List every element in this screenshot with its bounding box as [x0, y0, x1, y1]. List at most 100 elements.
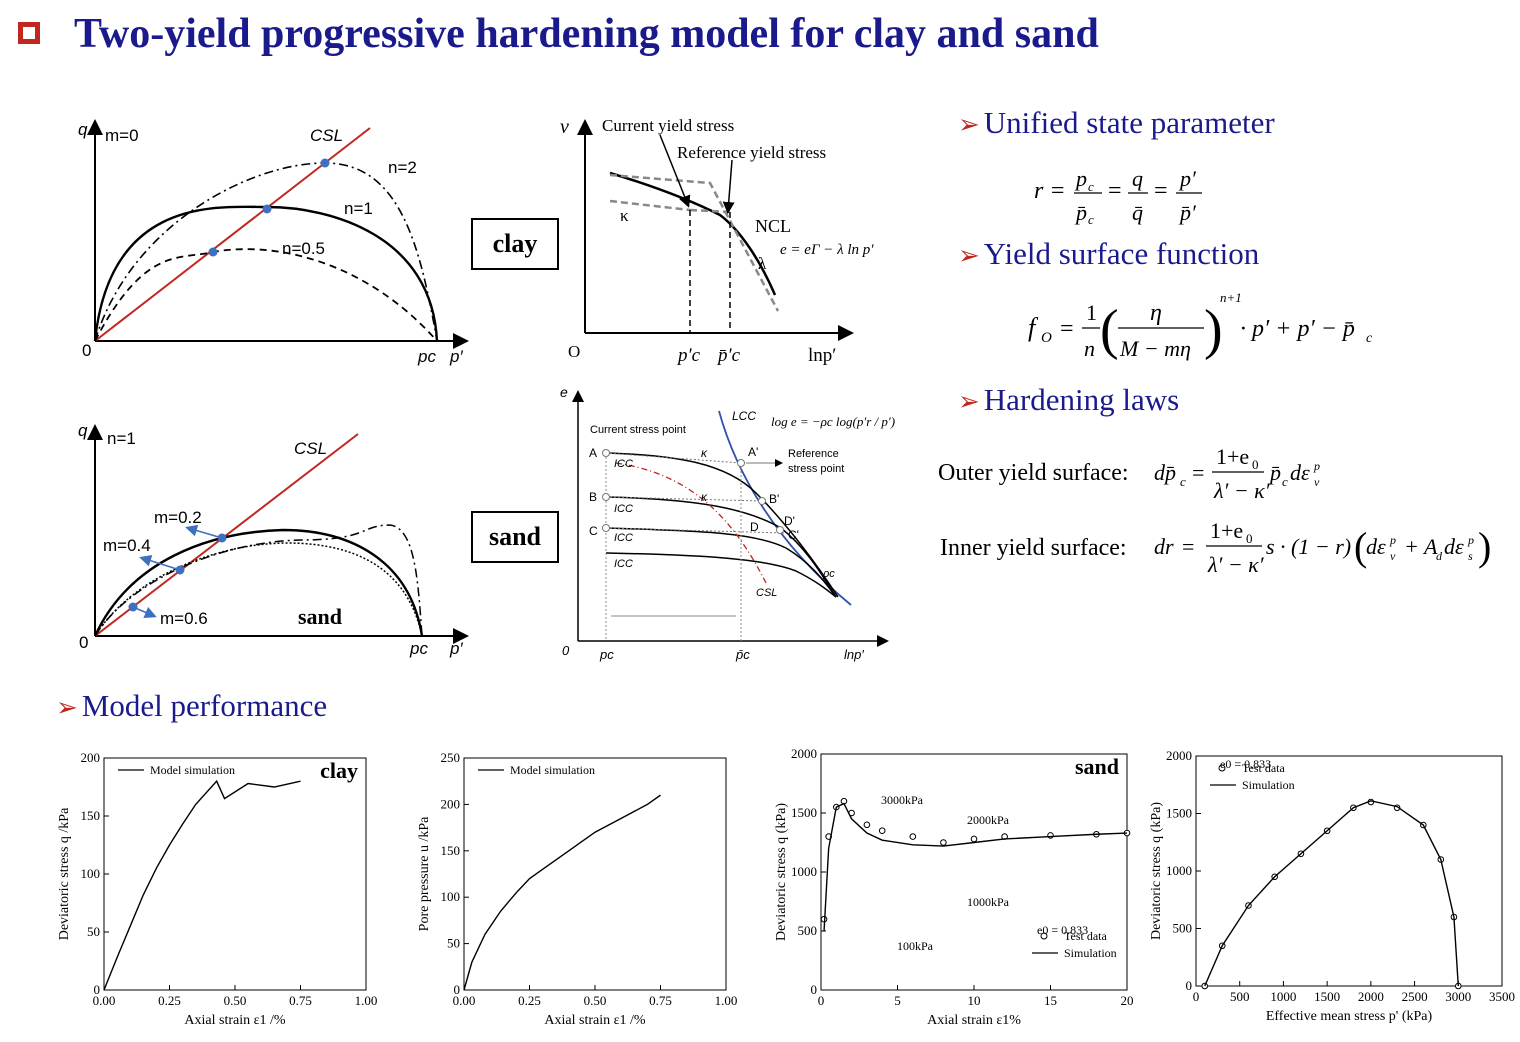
chart-annotation: 100kPa — [897, 939, 934, 953]
data-point — [863, 821, 871, 829]
y-tick-label: 200 — [81, 750, 101, 765]
pc-label: pc — [599, 647, 614, 662]
svg-text:1+e: 1+e — [1210, 518, 1243, 543]
svg-text:): ) — [1478, 524, 1491, 569]
n05-label: n=0.5 — [282, 239, 325, 258]
chart-annotation: e0 = 0.833 — [1220, 757, 1271, 771]
y-tick-label: 2000 — [791, 746, 817, 761]
y-axis-label: Pore pressure u /kPa — [417, 816, 432, 931]
x-tick-label: 0.50 — [584, 993, 607, 1008]
pcbar-label: p̄′c — [716, 345, 741, 366]
svg-text:c: c — [1180, 474, 1186, 489]
x-tick-label: 10 — [968, 993, 981, 1008]
data-point — [970, 835, 978, 843]
point-Ap: A' — [748, 445, 758, 459]
ncl-equation: e = eΓ − λ ln p′ — [780, 242, 874, 258]
svg-text:η: η — [1150, 300, 1162, 326]
svg-text:v: v — [1314, 475, 1320, 489]
x-tick-label: 3000 — [1445, 989, 1471, 1004]
current-stress-label: Current stress point — [590, 424, 686, 436]
data-point — [909, 833, 917, 840]
y-tick-label: 150 — [441, 843, 461, 858]
svg-text:dr: dr — [1154, 534, 1174, 559]
y-axis-label: Deviatoric stress q (kPa) — [1149, 802, 1164, 940]
svg-text:c: c — [1282, 474, 1288, 489]
m06-label: m=0.6 — [160, 609, 208, 628]
point-A: A — [589, 446, 597, 460]
series-line — [103, 779, 301, 991]
chart-annotation: e0 = 0.833 — [1037, 923, 1088, 937]
csl-label: CSL — [310, 126, 343, 145]
chart-clay-stress-strain: 0.00 0.25 0.50 0.75 1.00 0 50 100 150 200 Axial st… — [57, 750, 378, 1028]
icc-label-4: ICC — [614, 558, 633, 570]
svg-text:=: = — [1154, 178, 1168, 204]
svg-text:dε: dε — [1444, 534, 1464, 559]
chart-annotation: 1000kPa — [967, 895, 1010, 909]
csl-label: CSL — [294, 439, 327, 458]
bullet-hardening-laws: ➢ Hardening laws — [958, 382, 1179, 418]
svg-text:=: = — [1060, 316, 1074, 342]
sand-lcc-diagram: e LCC log e = −ρc log(p′r / p′) Current … — [560, 384, 895, 662]
y-tick-label: 0 — [1186, 978, 1193, 993]
data-point — [940, 839, 947, 846]
rhoc-label: ρc — [822, 568, 835, 580]
svg-text:1: 1 — [1086, 300, 1097, 325]
bullet-text: Hardening laws — [983, 382, 1180, 417]
clay-ncl-diagram: v Current yield stress Reference yield s… — [560, 116, 874, 366]
svg-text:p: p — [1074, 166, 1087, 191]
plot-frame — [103, 757, 367, 991]
svg-text:r =: r = — [1034, 178, 1066, 204]
y-axis-label: Deviatoric stress q (kPa) — [774, 803, 789, 941]
arrow-icon: ➢ — [56, 693, 78, 722]
point-Bp: B' — [769, 492, 779, 506]
inner-hardening-equation: dr = 1+e 0 λ′ − κ′ s · (1 − r) ( dε pv + A… — [1154, 518, 1491, 577]
m-label: m=0 — [105, 126, 139, 145]
x-tick-label: 2000 — [1358, 989, 1384, 1004]
chart-sand-stress-strain: 0 5 10 15 20 0 500 1000 1500 2000 Axial strain ε1%… — [774, 746, 1134, 1028]
series-line — [1204, 800, 1459, 987]
svg-text:q: q — [1132, 166, 1143, 191]
bullet-model-performance: ➢ Model performance — [56, 688, 327, 724]
svg-text:s · (1 − r): s · (1 − r) — [1266, 534, 1351, 559]
n1-label: n=1 — [107, 429, 136, 448]
legend-label: Model simulation — [150, 763, 235, 777]
ncl-label: NCL — [755, 216, 791, 236]
y-tick-label: 1500 — [791, 805, 817, 820]
point-C: C — [589, 524, 598, 538]
kappa-label: κ — [620, 206, 629, 225]
p-axis-label: p′ — [449, 639, 463, 658]
x-tick-label: 1.00 — [355, 993, 378, 1008]
svg-text:c: c — [1088, 179, 1094, 194]
y-tick-label: 50 — [87, 924, 100, 939]
y-tick-label: 150 — [81, 808, 101, 823]
svg-text:p̄: p̄ — [1074, 200, 1087, 225]
x-tick-label: 0.25 — [518, 993, 541, 1008]
svg-text:p: p — [1467, 533, 1474, 547]
x-tick-label: 15 — [1044, 993, 1057, 1008]
x-tick-label: 0 — [818, 993, 825, 1008]
svg-text:· p′ + p′ − p̄: · p′ + p′ − p̄ — [1240, 316, 1355, 342]
x-axis-label: Axial strain ε1 /% — [184, 1013, 285, 1028]
outer-yield-label: Outer yield surface: — [938, 460, 1129, 486]
svg-text:+ A: + A — [1404, 534, 1438, 559]
y-tick-label: 100 — [441, 889, 461, 904]
y-tick-label: 500 — [1173, 921, 1193, 936]
svg-text:λ′ − κ′: λ′ − κ′ — [1207, 552, 1265, 577]
n2-label: n=2 — [388, 158, 417, 177]
series-line — [463, 794, 661, 991]
y-tick-label: 1000 — [791, 864, 817, 879]
svg-text:dp̄: dp̄ — [1154, 460, 1176, 485]
e-axis-label: e — [560, 384, 568, 400]
data-point — [878, 827, 886, 834]
lnp-label: lnp′ — [844, 647, 864, 662]
y-tick-label: 50 — [447, 936, 460, 951]
y-tick-label: 200 — [441, 796, 461, 811]
bullet-text: Yield surface function — [983, 236, 1260, 271]
svg-text:p: p — [1313, 459, 1320, 473]
clay-label-box: clay — [471, 218, 559, 270]
svg-text:=: = — [1192, 460, 1204, 485]
origin-label: O — [568, 342, 580, 361]
outer-hardening-equation: dp̄ c = 1+e 0 λ′ − κ′ p̄ c dε pv — [1154, 444, 1320, 503]
x-tick-label: 2500 — [1402, 989, 1428, 1004]
